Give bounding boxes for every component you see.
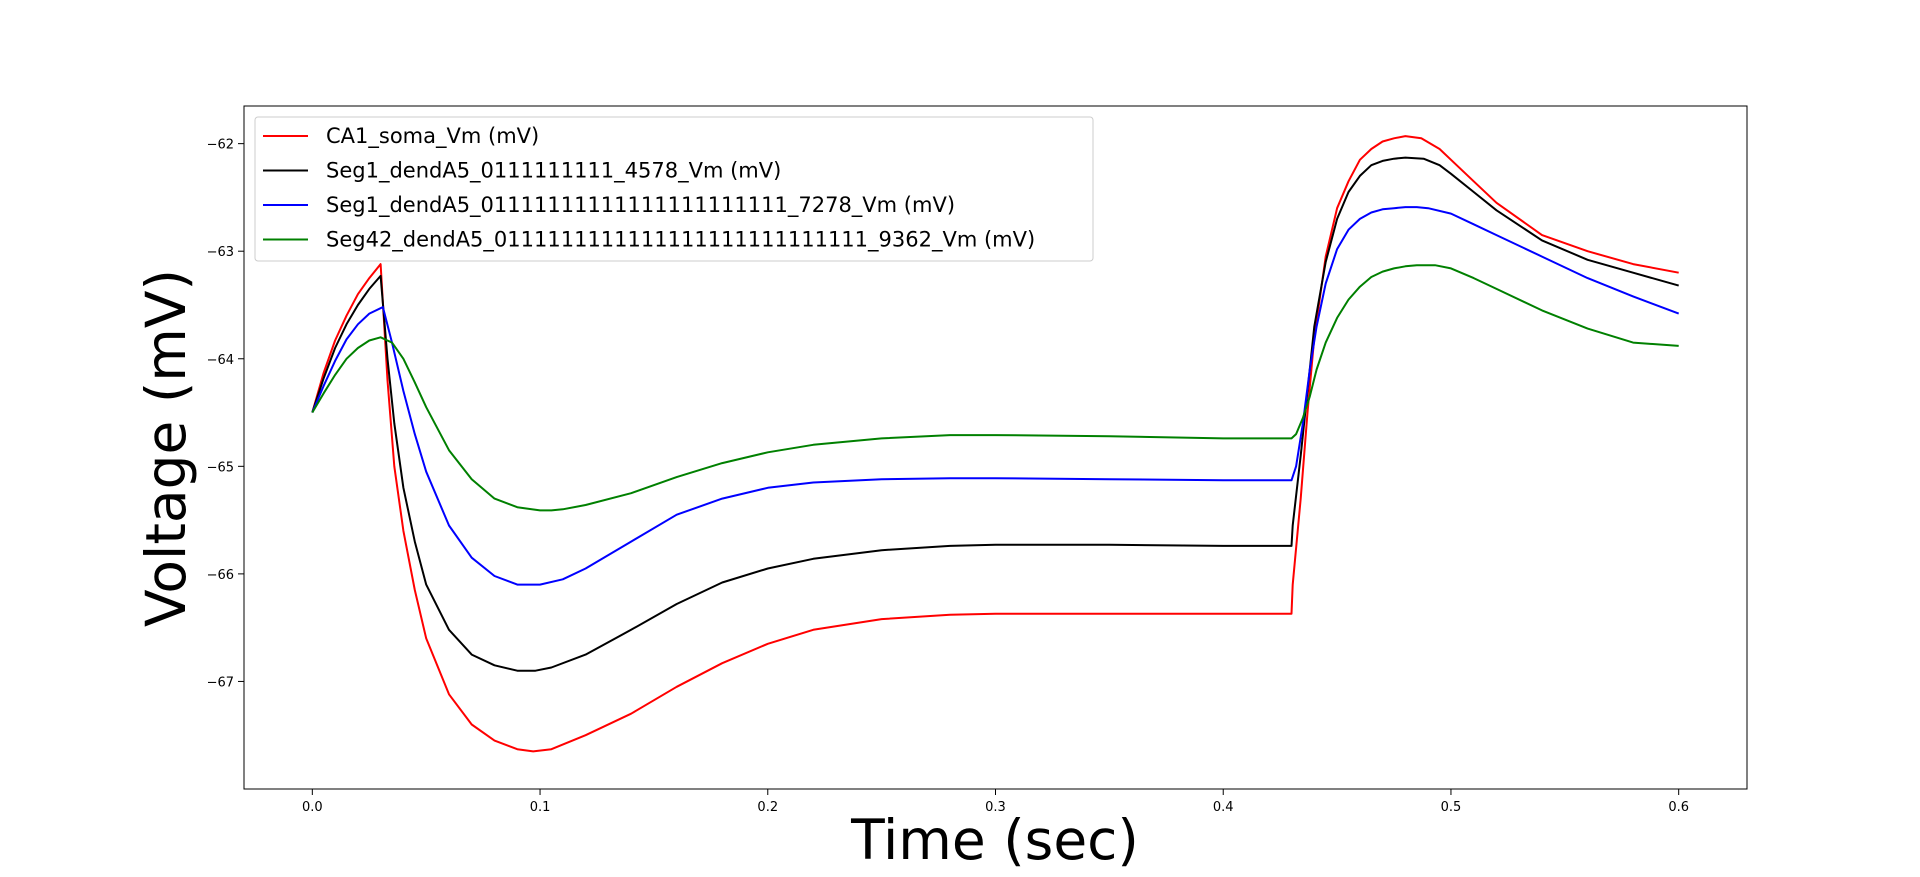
x-tick-label: 0.4 — [1213, 800, 1234, 815]
legend-label-1: Seg1_dendA5_0111111111_4578_Vm (mV) — [326, 159, 781, 184]
y-tick-label: −63 — [207, 245, 234, 260]
legend-label-0: CA1_soma_Vm (mV) — [326, 124, 539, 149]
plot-lines — [311, 135, 1680, 753]
series-line-1 — [311, 156, 1679, 672]
y-tick-label: −65 — [207, 460, 234, 475]
series-line-2 — [311, 206, 1680, 586]
y-tick-label: −64 — [207, 353, 234, 368]
legend: CA1_soma_Vm (mV) Seg1_dendA5_0111111111_4… — [254, 116, 1094, 262]
legend-label-3: Seg42_dendA5_011111111111111111111111111… — [326, 228, 1035, 253]
y-tick-label: −66 — [207, 568, 234, 583]
series-line-0 — [311, 135, 1679, 753]
x-tick-label: 0.2 — [757, 800, 778, 815]
series-line-3 — [311, 264, 1679, 512]
y-tick-label: −67 — [207, 675, 234, 690]
x-tick-label: 0.5 — [1441, 800, 1462, 815]
x-tick-label: 0.3 — [985, 800, 1006, 815]
x-tick-label: 0.6 — [1668, 800, 1689, 815]
legend-box — [254, 116, 1094, 262]
axis-ticks: 0.0 0.1 0.2 0.3 0.4 0.5 0.6 −67 −66 −65 −64 −63 −62 — [207, 138, 1689, 815]
y-axis-title: Voltage (mV) — [134, 269, 198, 627]
plot-frame — [243, 105, 1748, 790]
x-tick-label: 0.0 — [302, 800, 323, 815]
y-tick-label: −62 — [207, 138, 234, 153]
legend-label-2: Seg1_dendA5_01111111111111111111111_7278… — [326, 193, 955, 218]
x-tick-label: 0.1 — [530, 800, 551, 815]
x-axis-title: Time (sec) — [850, 808, 1139, 872]
